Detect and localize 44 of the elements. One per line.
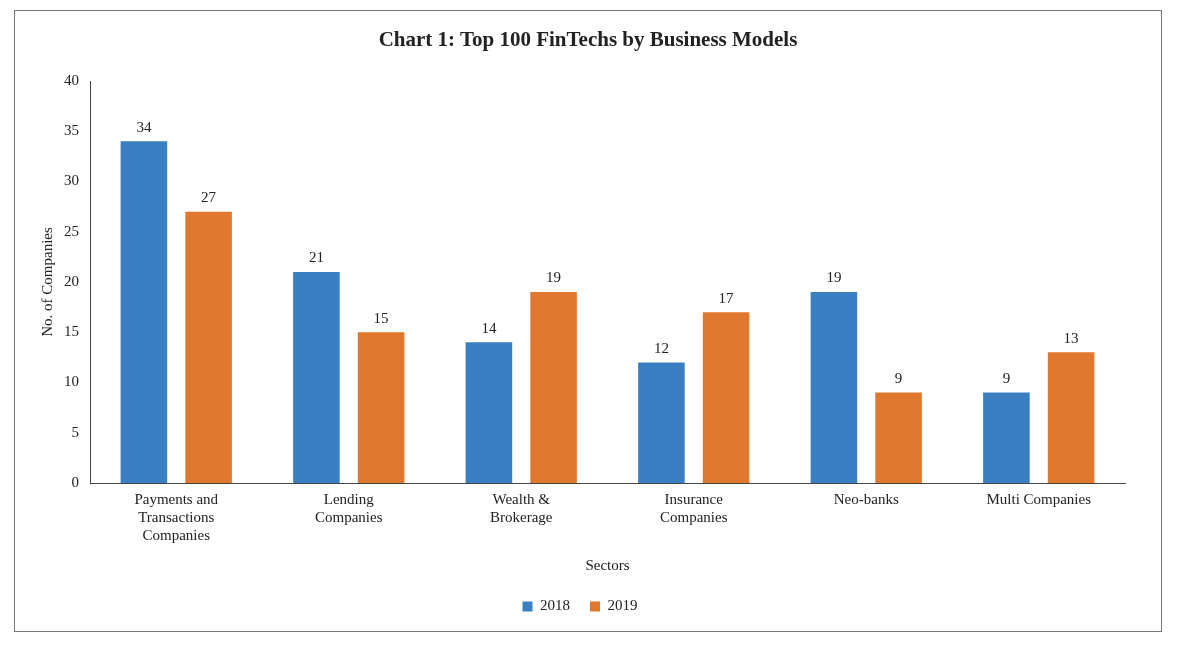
y-tick-label: 0 — [71, 473, 79, 490]
bar — [810, 292, 858, 483]
bar — [293, 271, 340, 483]
bar — [702, 312, 750, 483]
x-tick-label: Neo-banks — [833, 490, 899, 507]
chart-title: Chart 1: Top 100 FinTechs by Business Models — [377, 27, 799, 52]
y-tick-label: 25 — [64, 222, 79, 239]
bar — [875, 392, 922, 483]
x-tick-label: Lending Companies — [315, 490, 383, 525]
data-label: 19 — [546, 269, 562, 286]
bar — [357, 332, 405, 483]
bar — [185, 211, 232, 483]
x-tick-label: Multi Companies — [986, 490, 1092, 507]
y-tick-label: 20 — [64, 272, 79, 289]
bar — [465, 342, 513, 483]
data-label: 9 — [894, 369, 903, 386]
data-label: 14 — [481, 319, 497, 336]
bar — [983, 392, 1030, 483]
y-axis-title: No. of Companies — [38, 227, 55, 337]
x-tick-label: Insurance Companies — [660, 490, 728, 525]
y-tick-label: 5 — [71, 423, 79, 440]
y-tick-label: 35 — [64, 122, 79, 139]
y-tick-label: 10 — [64, 373, 79, 390]
data-label: 17 — [718, 289, 735, 306]
data-label: 15 — [373, 309, 389, 326]
bar — [1047, 352, 1095, 483]
y-tick-label: 30 — [64, 172, 79, 189]
bar — [638, 362, 685, 483]
data-label: 19 — [826, 269, 842, 286]
x-tick-label: Wealth & Brokerage — [490, 490, 553, 525]
x-tick-label: Payments and Transactions Companies — [134, 490, 219, 543]
data-label: 12 — [653, 339, 669, 356]
data-label: 34 — [136, 118, 152, 135]
data-label: 9 — [1002, 369, 1011, 386]
legend-label: 2018 — [540, 597, 570, 614]
data-label: 27 — [201, 189, 217, 206]
y-tick-label: 40 — [64, 71, 79, 88]
data-label: 21 — [308, 249, 324, 266]
legend-label: 2019 — [607, 597, 638, 614]
bar — [530, 292, 577, 483]
bar — [120, 141, 168, 483]
x-axis-title: Sectors — [585, 556, 630, 573]
data-label: 13 — [1063, 329, 1079, 346]
y-tick-label: 15 — [64, 323, 79, 340]
